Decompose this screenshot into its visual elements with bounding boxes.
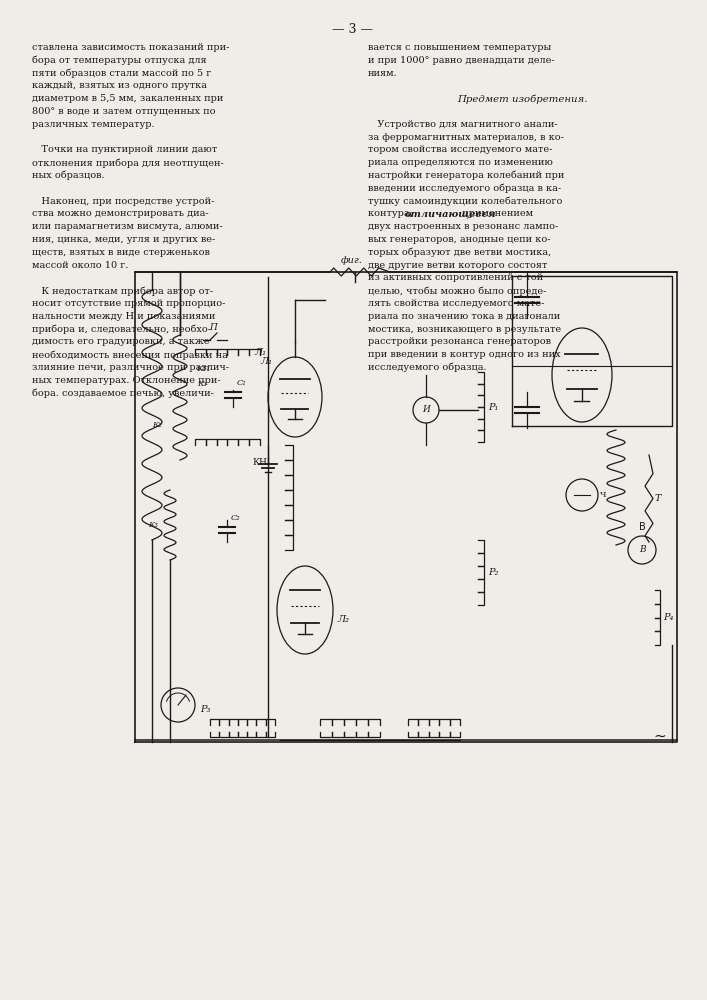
Text: ставлена зависимость показаний при-: ставлена зависимость показаний при- [32,43,229,52]
Text: Предмет изобретения.: Предмет изобретения. [457,94,588,104]
Text: и при 1000° равно двенадцати деле-: и при 1000° равно двенадцати деле- [368,56,554,65]
Text: T: T [655,494,662,503]
Text: необходимость внесения поправки на: необходимость внесения поправки на [32,350,228,360]
Text: применением: применением [459,209,533,218]
Text: мостика, возникающего в результате: мостика, возникающего в результате [368,325,561,334]
Text: И: И [422,406,430,414]
Text: каждый, взятых из одного прутка: каждый, взятых из одного прутка [32,81,207,90]
Text: К₃: К₃ [148,521,158,529]
Text: целью, чтобы можно было опреде-: целью, чтобы можно было опреде- [368,286,547,296]
Text: ных температурах. Отклонение при-: ных температурах. Отклонение при- [32,376,221,385]
Text: Р₃: Р₃ [200,706,211,714]
Text: бора. создаваемое печью, увеличи-: бора. создаваемое печью, увеличи- [32,389,214,398]
Text: B: B [638,522,645,532]
Text: пяти образцов стали массой по 5 г: пяти образцов стали массой по 5 г [32,69,211,78]
Text: Р₁: Р₁ [488,402,498,412]
Text: отклонения прибора для неотпущен-: отклонения прибора для неотпущен- [32,158,223,168]
Text: В: В [638,546,645,554]
Text: С₁: С₁ [237,379,247,387]
Text: контура,: контура, [368,209,416,218]
Text: торых образуют две ветви мостика,: торых образуют две ветви мостика, [368,248,551,257]
Text: носит отсутствие прямой пропорцио-: носит отсутствие прямой пропорцио- [32,299,226,308]
Text: настройки генератора колебаний при: настройки генератора колебаний при [368,171,564,180]
Text: Р₂: Р₂ [488,568,498,577]
Text: 800° в воде и затем отпущенных по: 800° в воде и затем отпущенных по [32,107,216,116]
Text: ных образцов.: ных образцов. [32,171,105,180]
Text: фиг.: фиг. [341,256,363,265]
Text: К₁: К₁ [197,380,207,388]
Text: Устройство для магнитного анали-: Устройство для магнитного анали- [368,120,558,129]
Text: за ферромагнитных материалов, в ко-: за ферромагнитных материалов, в ко- [368,133,564,142]
Text: риала определяются по изменению: риала определяются по изменению [368,158,553,167]
Text: или парамагнетизм висмута, алюми-: или парамагнетизм висмута, алюми- [32,222,223,231]
Text: — 3 —: — 3 — [332,23,373,36]
Text: ния, цинка, меди, угля и других ве-: ния, цинка, меди, угля и других ве- [32,235,215,244]
Text: Р₄: Р₄ [663,613,673,622]
Text: К₂: К₂ [152,421,162,429]
Text: ∼: ∼ [654,728,667,744]
Text: К недостаткам прибора автор от-: К недостаткам прибора автор от- [32,286,213,296]
Text: Ч: Ч [600,491,607,499]
Text: нальности между Н и показаниями: нальности между Н и показаниями [32,312,216,321]
Text: двух настроенных в резонанс лампо-: двух настроенных в резонанс лампо- [368,222,559,231]
Text: КП: КП [197,365,211,373]
Text: Точки на пунктирной линии дают: Точки на пунктирной линии дают [32,145,217,154]
Text: из активных сопротивлений с той: из активных сопротивлений с той [368,273,543,282]
Text: различных температур.: различных температур. [32,120,155,129]
Text: две другие ветви которого состоят: две другие ветви которого состоят [368,261,547,270]
Text: бора от температуры отпуска для: бора от температуры отпуска для [32,56,206,65]
Text: прибора и, следовательно, необхо-: прибора и, следовательно, необхо- [32,325,211,334]
Text: введении исследуемого образца в ка-: введении исследуемого образца в ка- [368,184,561,193]
Text: Л₁: Л₁ [260,358,272,366]
Text: Л₂: Л₂ [337,615,349,624]
Text: отличающееся: отличающееся [405,209,496,218]
Text: димость его градуировки, а также: димость его градуировки, а также [32,337,209,346]
Text: П: П [209,323,217,332]
Text: исследуемого образца.: исследуемого образца. [368,363,486,372]
Text: ществ, взятых в виде стерженьков: ществ, взятых в виде стерженьков [32,248,210,257]
Text: тушку самоиндукции колебательного: тушку самоиндукции колебательного [368,197,562,206]
Text: С₂: С₂ [231,514,241,522]
Text: тором свойства исследуемого мате-: тором свойства исследуемого мате- [368,145,552,154]
Text: КН: КН [252,458,267,467]
Text: ства можно демонстрировать диа-: ства можно демонстрировать диа- [32,209,209,218]
Text: при введении в контур одного из них: при введении в контур одного из них [368,350,561,359]
Text: Л₁: Л₁ [254,348,266,357]
Text: массой около 10 г.: массой около 10 г. [32,261,129,270]
Text: диаметром в 5,5 мм, закаленных при: диаметром в 5,5 мм, закаленных при [32,94,223,103]
Text: вых генераторов, анодные цепи ко-: вых генераторов, анодные цепи ко- [368,235,551,244]
Text: ниям.: ниям. [368,69,398,78]
Text: риала по значению тока в диагонали: риала по значению тока в диагонали [368,312,560,321]
Text: Наконец, при посредстве устрой-: Наконец, при посредстве устрой- [32,197,214,206]
Text: лять свойства исследуемого мате-: лять свойства исследуемого мате- [368,299,544,308]
Text: вается с повышением температуры: вается с повышением температуры [368,43,551,52]
Text: злияние печи, различное при различ-: злияние печи, различное при различ- [32,363,229,372]
Text: расстройки резонанса генераторов: расстройки резонанса генераторов [368,337,551,346]
